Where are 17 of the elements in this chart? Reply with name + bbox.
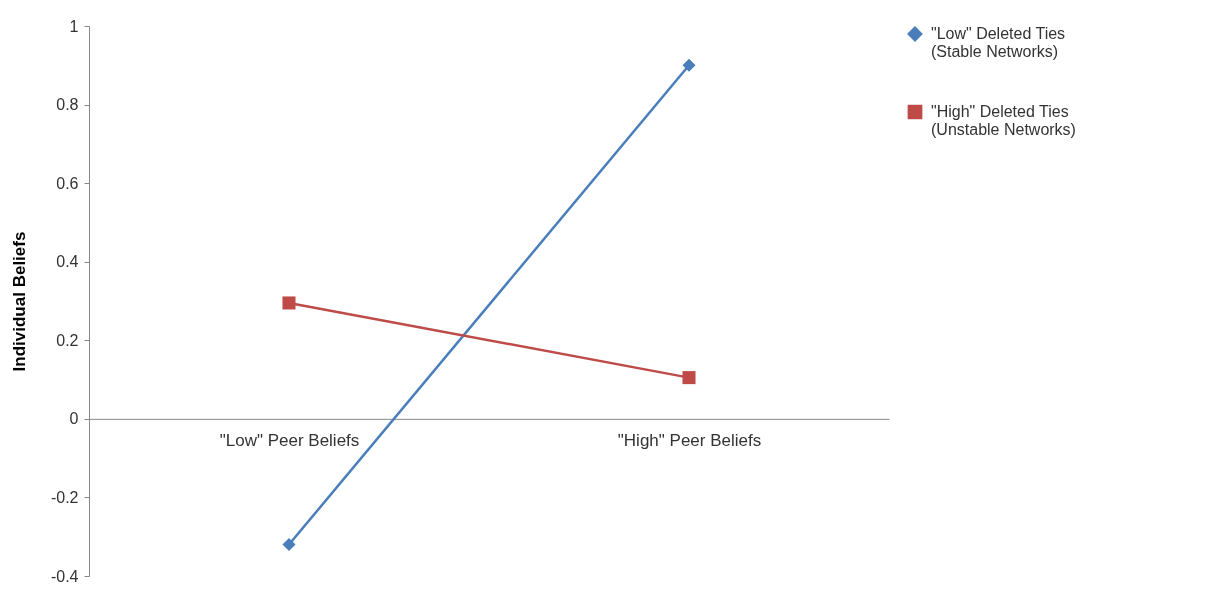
y-tick-label: 0.4 [56, 253, 79, 271]
x-tick-label: "Low" Peer Beliefs [219, 431, 360, 451]
y-axis-title: Individual Beliefs [9, 231, 29, 372]
point [682, 58, 696, 72]
y-tick-label: 0.8 [56, 96, 79, 114]
y-tick-label: 0.2 [56, 331, 79, 349]
point [282, 296, 296, 310]
y-tick-label: -0.2 [50, 488, 79, 506]
legend-label: "High" Deleted Ties (Unstable Networks) [931, 103, 1076, 138]
y-tick-label: -0.4 [50, 567, 79, 585]
y-tick-label: 0.6 [56, 174, 79, 192]
x-tick-label: "High" Peer Beliefs [617, 431, 762, 451]
point [682, 371, 696, 385]
y-tick-label: 0 [69, 410, 79, 428]
y-tick-label: 1 [69, 17, 79, 35]
point [282, 538, 296, 552]
legend-label: "Low" Deleted Ties (Stable Networks) [931, 25, 1066, 60]
